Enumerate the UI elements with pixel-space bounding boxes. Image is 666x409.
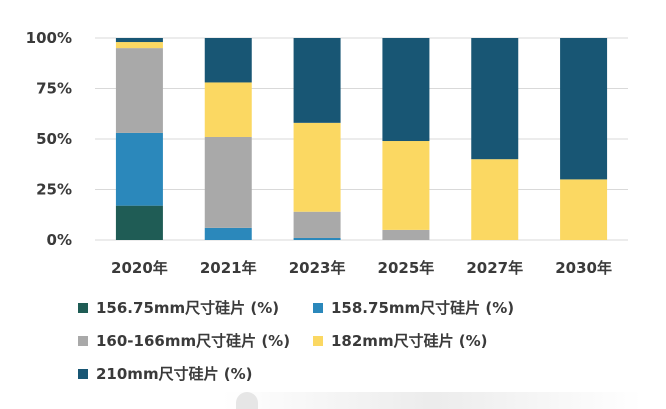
legend-row: 210mm尺寸硅片 (%)	[78, 362, 638, 385]
bar-segment	[204, 38, 252, 83]
legend-swatch-156mm	[78, 302, 88, 313]
legend-swatch-160-166mm	[78, 335, 88, 346]
bar-segment	[204, 136, 252, 228]
legend-label-182mm: 182mm尺寸硅片 (%)	[331, 332, 488, 350]
legend-item-210mm: 210mm尺寸硅片 (%)	[78, 363, 313, 384]
legend-swatch-182mm	[313, 335, 323, 346]
legend-swatch-210mm	[78, 368, 88, 379]
legend-row: 156.75mm尺寸硅片 (%) 158.75mm尺寸硅片 (%)	[78, 296, 638, 319]
bar-segment	[115, 205, 163, 240]
legend-label-210mm: 210mm尺寸硅片 (%)	[96, 365, 253, 383]
bar-segment	[115, 132, 163, 206]
bar-segment	[382, 141, 430, 230]
watermark-strip	[222, 392, 642, 409]
legend-swatch-158mm	[313, 302, 323, 313]
x-tick-label: 2023年	[289, 259, 346, 277]
y-tick-label: 0%	[47, 231, 72, 249]
watermark-logo	[236, 392, 258, 409]
legend-label-156mm: 156.75mm尺寸硅片 (%)	[96, 299, 280, 317]
legend-label-160-166mm: 160-166mm尺寸硅片 (%)	[96, 332, 291, 350]
bars	[115, 38, 608, 240]
x-tick-label: 2027年	[466, 259, 523, 277]
legend-item-182mm: 182mm尺寸硅片 (%)	[313, 330, 558, 351]
x-axis-ticks: 2020年 2021年 2023年 2025年 2027年 2030年	[111, 259, 612, 277]
bar-segment	[204, 227, 252, 240]
x-tick-label: 2030年	[555, 259, 612, 277]
x-tick-label: 2020年	[111, 259, 168, 277]
gridlines	[95, 37, 628, 241]
bar-segment	[293, 38, 341, 123]
bar-segment	[382, 229, 430, 240]
y-tick-label: 25%	[36, 181, 72, 199]
bar-segment	[382, 38, 430, 142]
bar-segment	[293, 237, 341, 240]
bar-segment	[560, 38, 608, 180]
bar-segment	[115, 48, 163, 133]
legend-item-156mm: 156.75mm尺寸硅片 (%)	[78, 297, 313, 318]
legend-item-160-166mm: 160-166mm尺寸硅片 (%)	[78, 330, 313, 351]
y-axis-ticks: 0% 25% 50% 75% 100%	[26, 29, 72, 249]
legend-label-158mm: 158.75mm尺寸硅片 (%)	[331, 299, 515, 317]
bar-segment	[204, 82, 252, 137]
legend-item-158mm: 158.75mm尺寸硅片 (%)	[313, 297, 558, 318]
y-tick-label: 50%	[36, 130, 72, 148]
y-tick-label: 100%	[26, 29, 72, 47]
bar-segment	[115, 38, 163, 43]
legend: 156.75mm尺寸硅片 (%) 158.75mm尺寸硅片 (%) 160-16…	[78, 296, 638, 395]
y-tick-label: 75%	[36, 80, 72, 98]
stacked-bar-chart: 0% 25% 50% 75% 100% 2020年 2021年 2023年 2025年 2027…	[26, 29, 628, 277]
legend-row: 160-166mm尺寸硅片 (%) 182mm尺寸硅片 (%)	[78, 329, 638, 352]
bar-segment	[560, 179, 608, 240]
x-tick-label: 2021年	[200, 259, 257, 277]
bar-segment	[293, 211, 341, 238]
bar-segment	[471, 38, 519, 160]
bar-segment	[115, 42, 163, 49]
bar-segment	[293, 122, 341, 212]
x-tick-label: 2025年	[378, 259, 435, 277]
bar-segment	[471, 159, 519, 240]
